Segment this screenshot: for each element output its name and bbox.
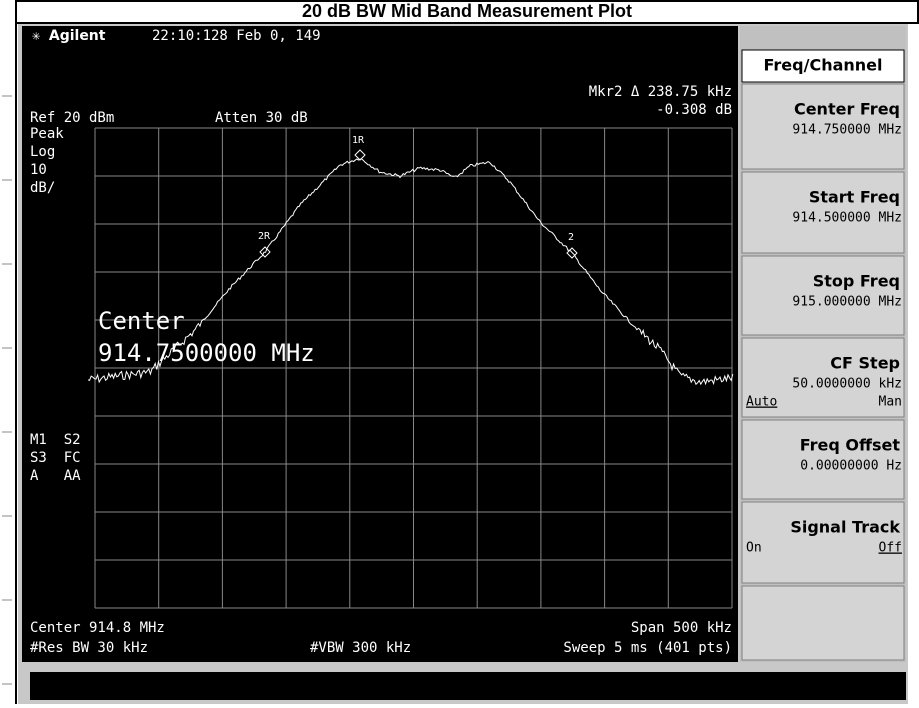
overlay-frequency: 914.7500000 MHz (98, 339, 315, 367)
marker (566, 247, 578, 259)
marker-label: 2R (258, 231, 271, 242)
softkey-option: Man (879, 395, 902, 410)
title: 20 dB BW Mid Band Measurement Plot (302, 1, 632, 21)
marker-readout: Mkr2 Δ 238.75 kHz (589, 84, 732, 100)
softkey-value: 915.000000 MHz (792, 295, 902, 310)
softkey-label: Stop Freq (813, 272, 900, 291)
sweep: Sweep 5 ms (401 pts) (563, 640, 732, 656)
overlay-center: Center (98, 307, 185, 335)
marker-delta: -0.308 dB (656, 102, 732, 118)
marker-label: 2 (568, 232, 574, 243)
marker (259, 246, 271, 258)
trace (87, 158, 734, 386)
softkey-value: 0.00000000 Hz (800, 459, 902, 474)
title-box (15, 0, 919, 24)
softkey[interactable] (741, 419, 905, 500)
softkey[interactable] (741, 337, 905, 418)
status-label: A AA (30, 468, 81, 484)
center: Center 914.8 MHz (30, 620, 165, 636)
softkey-value: 50.0000000 kHz (792, 377, 902, 392)
marker (354, 149, 366, 161)
softkey-value: 914.500000 MHz (792, 211, 902, 226)
timestamp: 22:10:128 Feb 0, 149 (152, 28, 321, 44)
status-bar (30, 672, 906, 700)
softkey[interactable] (741, 585, 905, 661)
softkey[interactable] (741, 255, 905, 336)
softkey-label: Signal Track (790, 518, 900, 537)
left-label: Log (30, 144, 55, 160)
softkey-label: Freq Offset (800, 436, 901, 455)
softkey[interactable] (741, 501, 905, 584)
brand: ✳ Agilent (32, 28, 106, 44)
softkey-option: On (746, 541, 762, 556)
softkey-label: Start Freq (809, 188, 900, 207)
res-bw: #Res BW 30 kHz (30, 640, 148, 656)
softkey[interactable] (741, 171, 905, 254)
span: Span 500 kHz (631, 620, 732, 636)
softkey-label: CF Step (830, 354, 900, 373)
softkey-option: Auto (746, 395, 777, 410)
display (22, 26, 738, 662)
menu-title-box (741, 49, 905, 83)
attenuation: Atten 30 dB (215, 110, 308, 126)
left-label: 10 (30, 162, 47, 178)
menu-title: Freq/Channel (764, 56, 883, 75)
ref-level: Ref 20 dBm (30, 110, 114, 126)
marker-label: 1R (352, 135, 365, 146)
status-label: S3 FC (30, 450, 81, 466)
softkey-value: 914.750000 MHz (792, 123, 902, 138)
softkey[interactable] (741, 83, 905, 170)
softkey-label: Center Freq (794, 100, 900, 119)
left-label: Peak (30, 126, 64, 142)
status-label: M1 S2 (30, 432, 81, 448)
softkey-option: Off (879, 541, 902, 556)
left-label: dB/ (30, 180, 55, 196)
vbw: #VBW 300 kHz (310, 640, 411, 656)
